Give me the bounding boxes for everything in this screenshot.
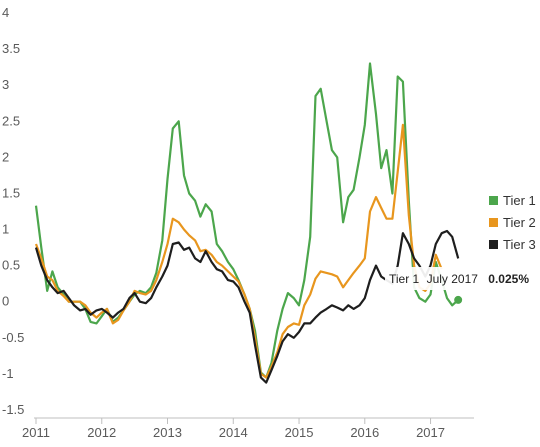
x-tick-label: 2014	[219, 425, 248, 440]
y-tick-label: -1.5	[2, 402, 24, 417]
x-tick-label: 2012	[87, 425, 116, 440]
legend-label-tier-2: Tier 2	[503, 215, 536, 230]
legend-label-tier-3: Tier 3	[503, 237, 536, 252]
legend-swatch-tier-3	[489, 240, 498, 249]
y-tick-label: 0	[2, 294, 9, 309]
legend-item-tier-2[interactable]: Tier 2	[489, 215, 536, 230]
legend: Tier 1 Tier 2 Tier 3	[489, 193, 536, 252]
series-layer	[34, 62, 463, 384]
tooltip-date: July 2017	[427, 272, 479, 286]
y-tick-label: 4	[2, 5, 9, 20]
y-tick-label: 1	[2, 222, 9, 237]
y-tick-label: 0.5	[2, 258, 20, 273]
x-tick-label: 2016	[350, 425, 379, 440]
y-tick-label: -0.5	[2, 330, 24, 345]
tooltip-marker-point[interactable]	[454, 295, 463, 304]
legend-swatch-tier-1	[489, 196, 498, 205]
legend-item-tier-3[interactable]: Tier 3	[489, 237, 536, 252]
x-tick-label: 2011	[22, 425, 50, 440]
y-tick-label: 3	[2, 77, 9, 92]
series-line-tier-1[interactable]	[34, 62, 459, 379]
y-tick-label: 2.5	[2, 113, 20, 128]
y-tick-label: -1	[2, 366, 14, 381]
y-tick-label: 3.5	[2, 41, 20, 56]
axes: 4 3.5 3 2.5 2 1.5 1 0.5 0 -0.5 -1 -1.5 2011 2012 2013 2…	[2, 5, 474, 440]
tooltip-value: 0.025%	[488, 272, 529, 286]
legend-item-tier-1[interactable]: Tier 1	[489, 193, 536, 208]
legend-label-tier-1: Tier 1	[503, 193, 536, 208]
tooltip-box	[385, 267, 535, 290]
legend-swatch-tier-2	[489, 218, 498, 227]
y-tick-label: 1.5	[2, 185, 20, 200]
y-tick-label: 2	[2, 149, 9, 164]
x-tick-label: 2015	[285, 425, 314, 440]
tooltip: Tier 1 July 2017 0.025%	[385, 267, 535, 290]
tooltip-text: Tier 1 July 2017 0.025%	[389, 272, 529, 286]
x-tick-label: 2013	[153, 425, 182, 440]
series-line-tier-3[interactable]	[34, 229, 460, 384]
x-tick-label: 2017	[416, 425, 445, 440]
tooltip-series: Tier 1	[389, 272, 420, 286]
